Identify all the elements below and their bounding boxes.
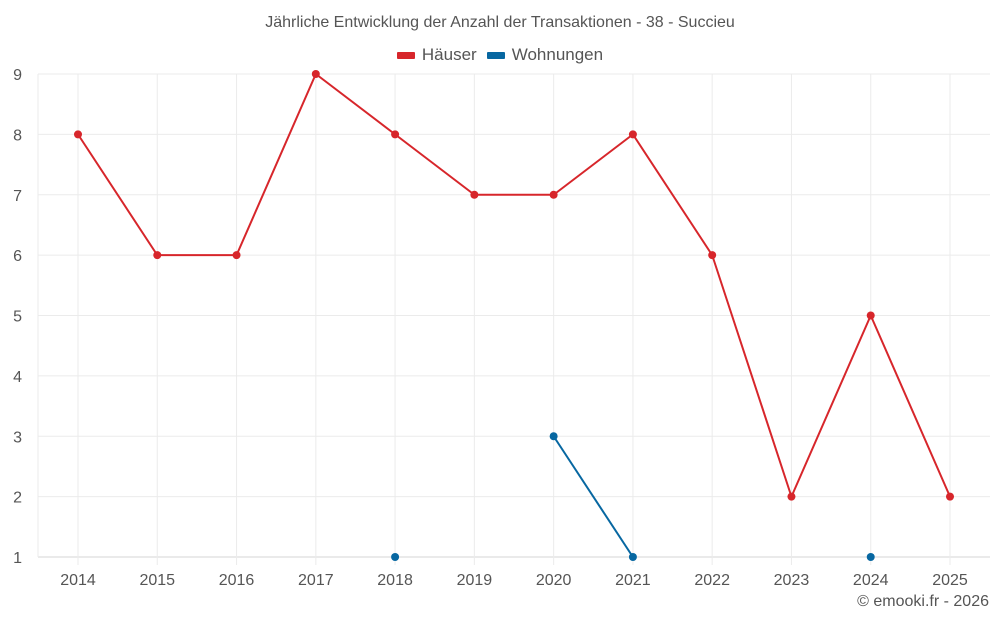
series-line [552, 435, 634, 558]
y-tick-label: 2 [13, 490, 22, 507]
series-haeuser [74, 70, 954, 501]
data-point[interactable] [628, 553, 637, 561]
x-tick-label: 2023 [774, 572, 810, 589]
data-point[interactable] [549, 432, 558, 441]
data-point[interactable] [787, 492, 796, 501]
y-tick-label: 6 [13, 248, 22, 265]
x-tick-label: 2015 [139, 572, 175, 589]
y-tick-label: 7 [13, 188, 22, 205]
legend-swatch-wohnungen [486, 51, 505, 59]
y-axis: 1 2 3 4 5 6 7 8 9 [13, 67, 22, 567]
x-tick-label: 2019 [457, 572, 493, 589]
x-tick-label: 2018 [377, 572, 413, 589]
legend-label-haeuser: Häuser [421, 45, 477, 64]
data-point[interactable] [74, 130, 82, 139]
data-point[interactable] [153, 251, 162, 260]
x-tick-label: 2017 [298, 572, 334, 589]
y-tick-label: 9 [13, 67, 22, 84]
legend-label-wohnungen: Wohnungen [511, 45, 604, 64]
y-tick-label: 1 [13, 550, 22, 567]
y-tick-label: 5 [13, 309, 22, 326]
x-tick-label: 2020 [536, 572, 572, 589]
data-point[interactable] [708, 251, 717, 260]
data-point[interactable] [232, 251, 241, 260]
legend-swatch-haeuser [396, 51, 415, 59]
legend: Häuser Wohnungen [0, 45, 1000, 65]
series-line [77, 73, 951, 498]
y-tick-label: 8 [13, 127, 22, 144]
data-point[interactable] [391, 130, 400, 139]
legend-item-wohnungen[interactable]: Wohnungen [486, 45, 604, 65]
data-point[interactable] [946, 492, 954, 501]
y-tick-label: 4 [13, 369, 22, 386]
data-point[interactable] [391, 553, 400, 561]
copyright-credit: © emooki.fr - 2026 [857, 593, 989, 610]
series-group [74, 70, 954, 561]
x-tick-label: 2016 [219, 572, 255, 589]
data-point[interactable] [628, 130, 637, 139]
x-tick-label: 2021 [615, 572, 651, 589]
y-tick-label: 3 [13, 429, 22, 446]
x-axis: 2014 2015 2016 2017 2018 2019 2020 2021 2022 2023… [60, 572, 968, 589]
data-point[interactable] [866, 553, 875, 561]
grid-lines [37, 73, 990, 565]
data-point[interactable] [311, 70, 320, 78]
x-tick-label: 2024 [853, 572, 889, 589]
chart-title: Jährliche Entwicklung der Anzahl der Tra… [265, 14, 735, 31]
x-tick-label: 2022 [694, 572, 730, 589]
x-tick-label: 2014 [60, 572, 96, 589]
data-point[interactable] [470, 190, 479, 199]
x-tick-label: 2025 [932, 572, 968, 589]
series-wohnungen [391, 432, 875, 561]
data-point[interactable] [866, 311, 875, 320]
legend-item-haeuser[interactable]: Häuser [396, 45, 477, 65]
data-point[interactable] [549, 190, 558, 199]
